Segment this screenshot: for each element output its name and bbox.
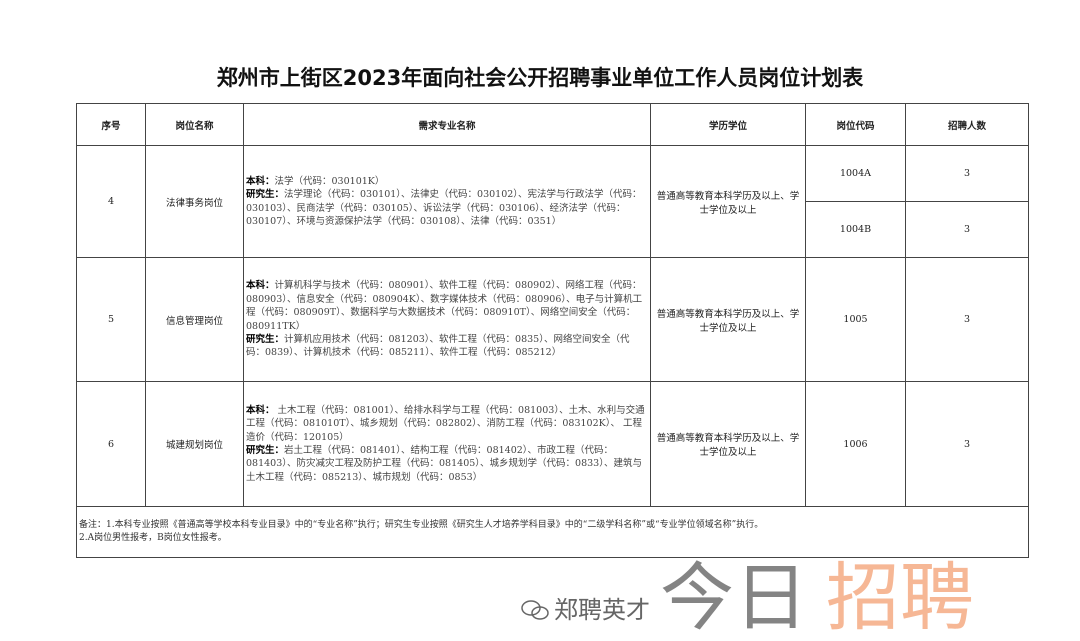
row-edu: 普通高等教育本科学历及以上、学士学位及以上 — [650, 145, 806, 258]
row-name: 信息管理岗位 — [145, 257, 244, 382]
row-code: 1006 — [805, 381, 906, 507]
watermark-text-orange: 招聘 — [826, 555, 974, 641]
table-row: 5 信息管理岗位 本科：计算机科学与技术（代码：080901）、软件工程（代码：… — [76, 257, 1029, 382]
row-code: 1005 — [805, 257, 906, 382]
header-edu: 学历学位 — [650, 103, 806, 146]
table-row: 4 法律事务岗位 本科：法学（代码：030101K） 研究生：法学理论（代码：03… — [76, 145, 1029, 258]
pg-majors: 法学理论（代码：030101）、法律史（代码：030102）、宪法学与行政法学（… — [246, 189, 642, 227]
row-count: 3 — [905, 145, 1029, 202]
row-major: 本科：法学（代码：030101K） 研究生：法学理论（代码：030101）、法律史… — [243, 145, 651, 258]
header-code: 岗位代码 — [805, 103, 906, 146]
row-no: 4 — [76, 145, 146, 258]
row-code: 1004B — [805, 201, 906, 258]
notes-row: 备注：1.本科专业按照《普通高等学校本科专业目录》中的“专业名称”执行；研究生专… — [76, 506, 1029, 558]
note-2: 2.A岗位男性报考，B岗位女性报考。 — [79, 533, 227, 543]
table-row: 6 城建规划岗位 本科： 土木工程（代码：081001）、给排水科学与工程（代码… — [76, 381, 1029, 507]
pg-majors: 计算机应用技术（代码：081203）、软件工程（代码：0835）、网络空间安全（… — [246, 333, 630, 359]
note-1: 备注：1.本科专业按照《普通高等学校本科专业目录》中的“专业名称”执行；研究生专… — [79, 520, 764, 530]
row-count: 3 — [905, 381, 1029, 507]
watermark-text-gray: 今日 — [660, 555, 808, 641]
ug-label: 本科： — [246, 404, 275, 416]
header-no: 序号 — [76, 103, 146, 146]
row-count: 3 — [905, 257, 1029, 382]
header-count: 招聘人数 — [905, 103, 1029, 146]
position-table: 序号 岗位名称 需求专业名称 学历学位 岗位代码 招聘人数 4 法律事务岗位 本… — [76, 103, 1029, 558]
ug-majors: 法学（代码：030101K） — [274, 175, 385, 187]
row-count: 3 — [905, 201, 1029, 258]
pg-label: 研究生： — [246, 189, 285, 201]
ug-label: 本科： — [246, 175, 275, 187]
ug-majors: 计算机科学与技术（代码：080901）、软件工程（代码：080902）、网络工程… — [246, 280, 643, 332]
header-name: 岗位名称 — [145, 103, 244, 146]
row-major: 本科：计算机科学与技术（代码：080901）、软件工程（代码：080902）、网… — [243, 257, 651, 382]
account-name: 郑聘英才 — [554, 596, 650, 624]
page-title: 郑州市上街区2023年面向社会公开招聘事业单位工作人员岗位计划表 — [216, 66, 864, 90]
row-edu: 普通高等教育本科学历及以上、学士学位及以上 — [650, 257, 806, 382]
row-no: 6 — [76, 381, 146, 507]
pg-majors: 岩土工程（代码：081401）、结构工程（代码：081402）、市政工程（代码：… — [246, 445, 642, 483]
pg-label: 研究生： — [246, 445, 285, 456]
ug-majors: 土木工程（代码：081001）、给排水科学与工程（代码：081003）、土木、水… — [246, 404, 645, 443]
wechat-icon — [521, 600, 549, 620]
watermark-account: 郑聘英才 — [520, 598, 650, 622]
row-name: 城建规划岗位 — [145, 381, 244, 507]
row-name: 法律事务岗位 — [145, 145, 244, 258]
row-edu: 普通高等教育本科学历及以上、学士学位及以上 — [650, 381, 806, 507]
row-no: 5 — [76, 257, 146, 382]
row-major: 本科： 土木工程（代码：081001）、给排水科学与工程（代码：081003）、… — [243, 381, 651, 507]
pg-label: 研究生： — [246, 333, 285, 345]
table-header: 序号 岗位名称 需求专业名称 学历学位 岗位代码 招聘人数 — [76, 103, 1029, 146]
row-code: 1004A — [805, 145, 906, 202]
ug-label: 本科： — [246, 280, 275, 292]
table-row: 1004B 3 — [77, 201, 1029, 258]
notes: 备注：1.本科专业按照《普通高等学校本科专业目录》中的“专业名称”执行；研究生专… — [76, 506, 1029, 558]
header-major: 需求专业名称 — [243, 103, 651, 146]
